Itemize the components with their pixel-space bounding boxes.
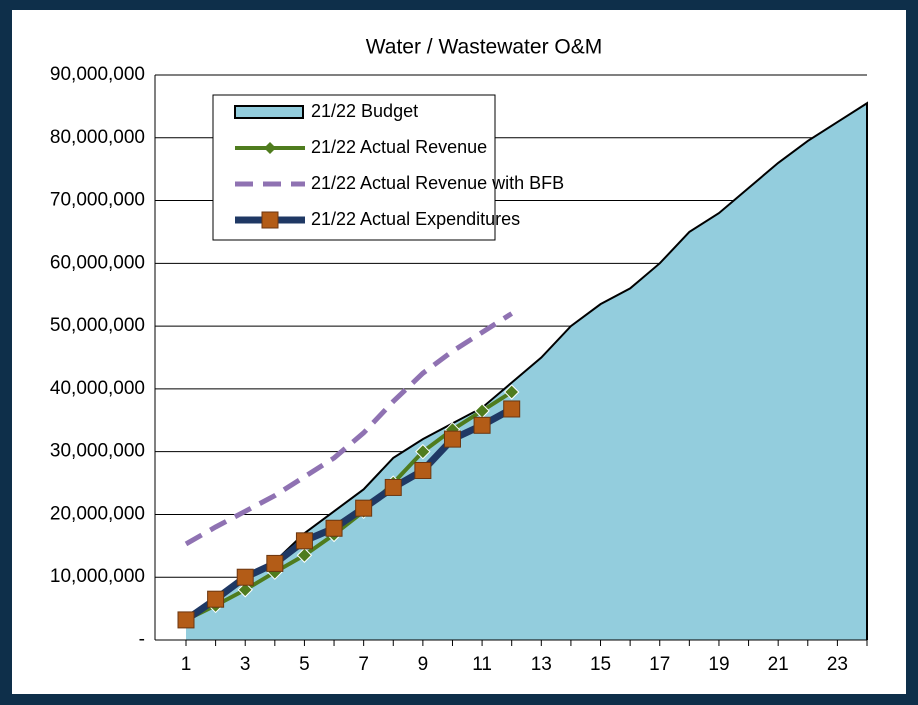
marker — [503, 400, 521, 418]
x-tick-label: 7 — [358, 654, 369, 675]
legend-swatch — [234, 105, 304, 119]
marker — [236, 568, 254, 586]
legend-label: 21/22 Actual Expenditures — [311, 209, 520, 229]
x-tick-label: 11 — [472, 654, 492, 675]
x-tick-label: 9 — [418, 654, 429, 675]
marker — [296, 547, 313, 563]
marker — [325, 519, 343, 537]
legend-label: 21/22 Actual Revenue with BFB — [311, 173, 564, 193]
marker — [503, 384, 520, 400]
legend-label: 21/22 Budget — [311, 101, 418, 121]
x-tick-label: 21 — [768, 654, 789, 675]
x-tick-label: 3 — [240, 654, 251, 675]
marker — [355, 499, 373, 517]
marker — [414, 462, 432, 479]
marker — [207, 590, 225, 608]
marker — [384, 478, 402, 496]
y-tick-label: 30,000,000 — [50, 441, 145, 462]
x-tick-label: 5 — [299, 654, 310, 675]
legend-marker — [264, 142, 276, 154]
legend-box — [212, 94, 496, 241]
y-tick-label: 10,000,000 — [50, 566, 145, 587]
x-tick-label: 23 — [827, 654, 848, 675]
x-tick-label: 1 — [181, 654, 192, 675]
chart-title: Water / Wastewater O&M — [366, 36, 603, 59]
marker — [295, 532, 313, 550]
marker — [266, 554, 284, 572]
y-tick-label: 50,000,000 — [50, 315, 145, 336]
marker — [473, 416, 491, 434]
x-tick-label: 15 — [590, 654, 611, 675]
line — [184, 311, 514, 547]
marker — [415, 443, 431, 460]
legend-marker — [261, 211, 279, 229]
x-tick-label: 17 — [649, 654, 670, 675]
y-tick-label: 70,000,000 — [50, 190, 145, 211]
x-tick-label: 19 — [708, 654, 729, 675]
marker — [237, 582, 253, 598]
y-tick-label: 60,000,000 — [50, 252, 145, 273]
marker — [177, 611, 195, 629]
x-tick-label: 13 — [531, 654, 552, 675]
y-tick-label: 80,000,000 — [50, 127, 145, 148]
y-tick-label: 90,000,000 — [50, 64, 145, 85]
marker — [443, 430, 461, 448]
legend-label: 21/22 Actual Revenue — [311, 137, 487, 157]
y-tick-label: - — [139, 629, 145, 650]
y-tick-label: 40,000,000 — [50, 378, 145, 399]
y-tick-label: 20,000,000 — [50, 503, 145, 524]
